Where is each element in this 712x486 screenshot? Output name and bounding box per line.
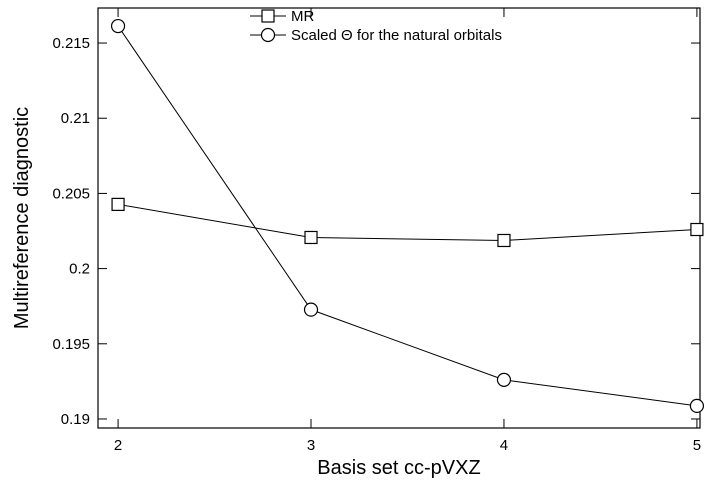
x-tick-label: 4 (500, 437, 508, 454)
point (110, 18, 126, 34)
point (497, 233, 511, 248)
point (303, 302, 319, 317)
y-tick-label: 0.195 (52, 336, 90, 353)
x-axis-label: Basis set cc-pVXZ (317, 457, 480, 479)
y-tick-label: 0.205 (52, 185, 90, 202)
y-tick-label: 0.21 (61, 110, 90, 127)
x-tick-label: 5 (693, 437, 701, 454)
y-tick-label: 0.215 (52, 35, 90, 52)
x-tick-label: 2 (114, 437, 122, 454)
x-tick-label: 3 (307, 437, 315, 454)
point (496, 372, 512, 387)
legend-marker (260, 27, 276, 43)
y-axis-label: Multireference diagnostic (11, 107, 33, 329)
point (111, 197, 125, 211)
plot-frame (97, 7, 701, 429)
point (690, 222, 704, 237)
series-line (117, 25, 697, 407)
series-line (117, 203, 697, 241)
y-tick-label: 0.19 (61, 411, 90, 428)
legend-marker (261, 9, 275, 23)
point (304, 230, 318, 245)
point (689, 398, 705, 413)
legend-text: Scaled Θ for the natural orbitals (291, 27, 502, 44)
y-tick-label: 0.2 (69, 261, 90, 278)
legend-text: MR (291, 8, 314, 25)
